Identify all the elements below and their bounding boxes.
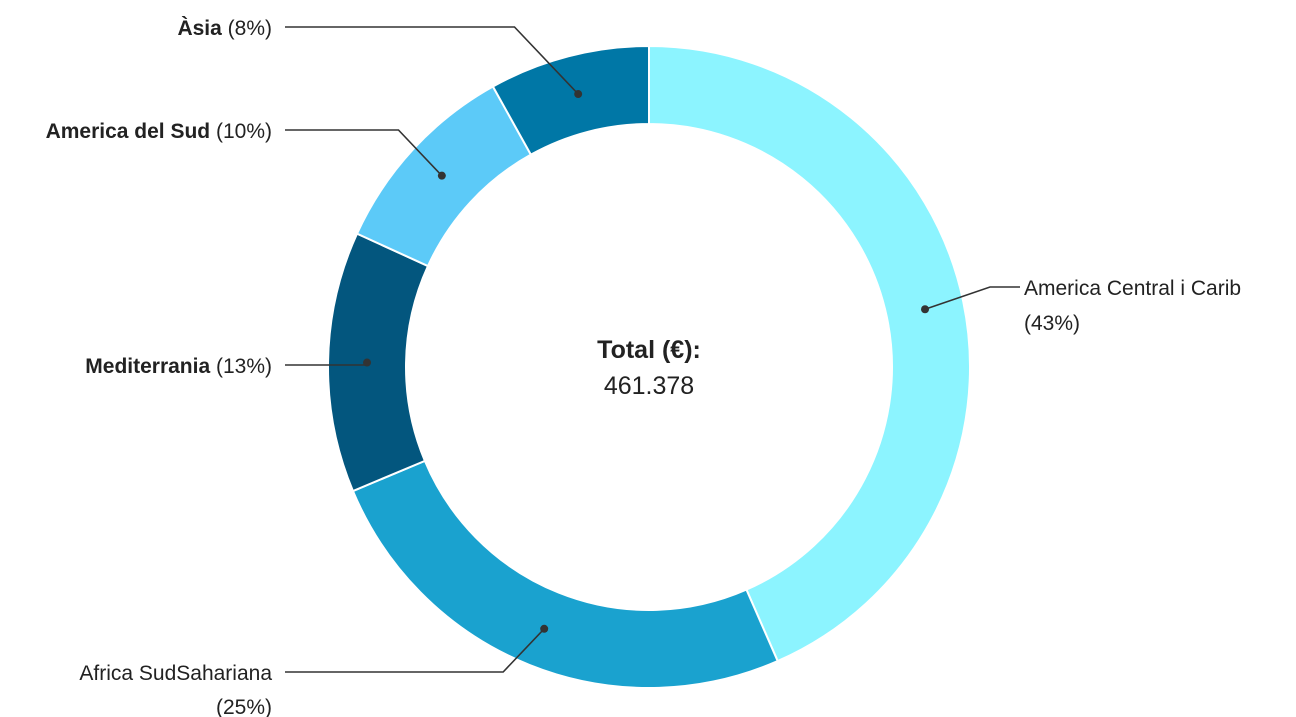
leader-line-asia — [285, 26, 579, 95]
donut-slice-africa-sudsahariana — [351, 459, 780, 689]
leader-dot-asia — [574, 90, 583, 99]
slice-percent-america-central-i-carib: (43%) — [1024, 312, 1080, 335]
slice-name-america-central-i-carib: America Central i Carib — [1024, 277, 1241, 300]
leader-line-america-del-sud — [285, 129, 443, 177]
slice-label-asia: Àsia (8%) — [177, 17, 272, 40]
center-value: 461.378 — [604, 372, 694, 400]
donut-slice-america-central-i-carib — [648, 44, 971, 663]
slice-name: Àsia — [177, 17, 222, 40]
leader-dot-america-central-i-carib — [921, 305, 930, 314]
slice-label-america-del-sud: America del Sud (10%) — [46, 120, 272, 143]
slice-label-mediterrania: Mediterrania (13%) — [85, 355, 272, 378]
slice-percent-africa-sudsahariana: (25%) — [216, 696, 272, 717]
slice-labels: America Central i Carib (43%) Africa SudSa… — [46, 17, 1242, 717]
leader-dot-africa-sudsahariana — [540, 624, 549, 633]
center-title: Total (€): — [597, 336, 701, 364]
slice-name-africa-sudsahariana: Africa SudSahariana — [79, 662, 272, 685]
slice-percent: (8%) — [222, 17, 272, 40]
donut-slice-mediterrania — [327, 232, 430, 493]
leader-dot-mediterrania — [363, 358, 372, 367]
leader-line-america-central-i-carib — [924, 286, 1020, 311]
slice-percent: (13%) — [210, 355, 272, 378]
leader-line-africa-sudsahariana — [285, 628, 545, 673]
label-leaders — [285, 26, 1020, 673]
leader-dot-america-del-sud — [437, 171, 446, 180]
donut-slice-asia — [491, 44, 650, 157]
donut-segments — [327, 44, 971, 689]
slice-percent: (10%) — [210, 120, 272, 143]
slice-name: Mediterrania — [85, 355, 210, 378]
slice-name: America del Sud — [46, 120, 211, 143]
